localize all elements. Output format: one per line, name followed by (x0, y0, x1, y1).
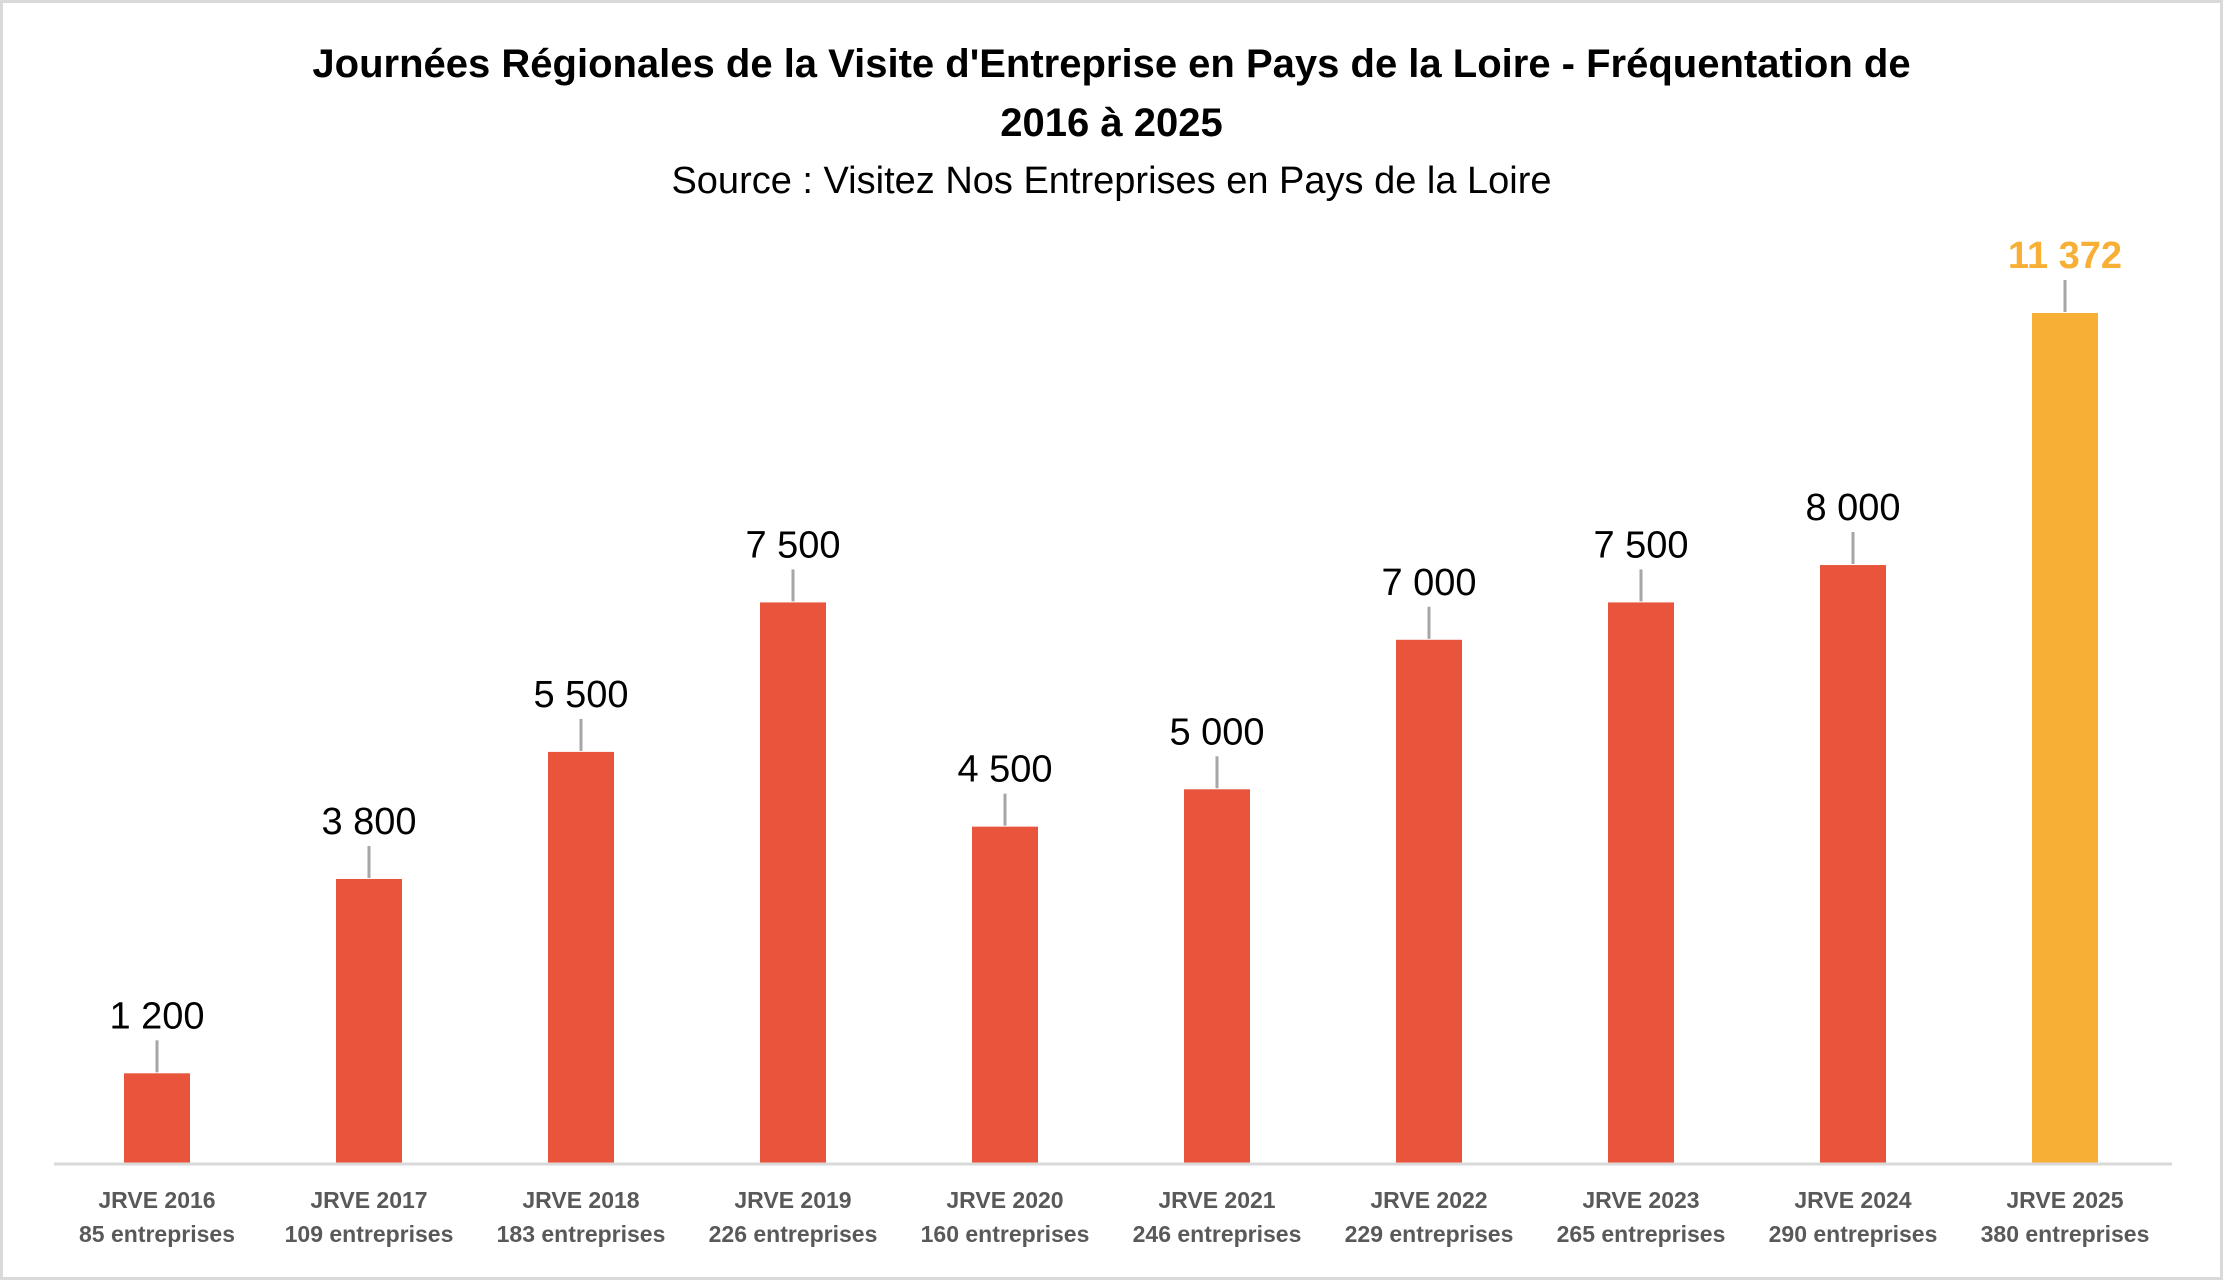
data-label: 3 800 (321, 801, 416, 843)
bar (2032, 313, 2098, 1163)
data-label: 1 200 (109, 995, 204, 1037)
data-label: 8 000 (1805, 487, 1900, 529)
x-tick-label: JRVE 2024 (1794, 1187, 1911, 1213)
bar (760, 602, 826, 1163)
x-tick-label: JRVE 2017 (310, 1187, 427, 1213)
x-tick-sublabel: 290 entreprises (1769, 1221, 1938, 1247)
x-tick-sublabel: 109 entreprises (285, 1221, 454, 1247)
bar (1820, 565, 1886, 1163)
data-label: 5 500 (533, 674, 628, 716)
x-tick-sublabel: 265 entreprises (1557, 1221, 1726, 1247)
bar (1396, 639, 1462, 1163)
x-tick-sublabel: 85 entreprises (79, 1221, 235, 1247)
bar (336, 878, 402, 1163)
x-tick-sublabel: 229 entreprises (1345, 1221, 1514, 1247)
x-tick-label: JRVE 2018 (522, 1187, 639, 1213)
bar (1608, 602, 1674, 1163)
x-tick-label: JRVE 2020 (946, 1187, 1063, 1213)
chart-title-line2: 2016 à 2025 (1000, 101, 1223, 145)
chart-subtitle: Source : Visitez Nos Entreprises en Pays… (671, 160, 1552, 202)
x-tick-label: JRVE 2021 (1158, 1187, 1275, 1213)
x-tick-sublabel: 160 entreprises (921, 1221, 1090, 1247)
x-tick-label: JRVE 2023 (1582, 1187, 1699, 1213)
x-tick-sublabel: 380 entreprises (1981, 1221, 2150, 1247)
x-tick-label: JRVE 2022 (1370, 1187, 1487, 1213)
data-label: 7 000 (1381, 562, 1476, 604)
x-tick-sublabel: 183 entreprises (497, 1221, 666, 1247)
chart-title: Journées Régionales de la Visite d'Entre… (312, 42, 1911, 86)
data-label: 4 500 (957, 749, 1052, 791)
x-tick-label: JRVE 2019 (734, 1187, 851, 1213)
bar (548, 751, 614, 1163)
x-tick-sublabel: 246 entreprises (1133, 1221, 1302, 1247)
x-tick-label: JRVE 2025 (2006, 1187, 2123, 1213)
bar (124, 1073, 190, 1163)
bar (972, 826, 1038, 1163)
data-label: 7 500 (745, 524, 840, 566)
x-tick-label: JRVE 2016 (98, 1187, 215, 1213)
data-label: 5 000 (1169, 711, 1264, 753)
data-label: 7 500 (1593, 524, 1688, 566)
data-label: 11 372 (2008, 235, 2122, 277)
x-tick-sublabel: 226 entreprises (709, 1221, 878, 1247)
bar (1184, 789, 1250, 1163)
